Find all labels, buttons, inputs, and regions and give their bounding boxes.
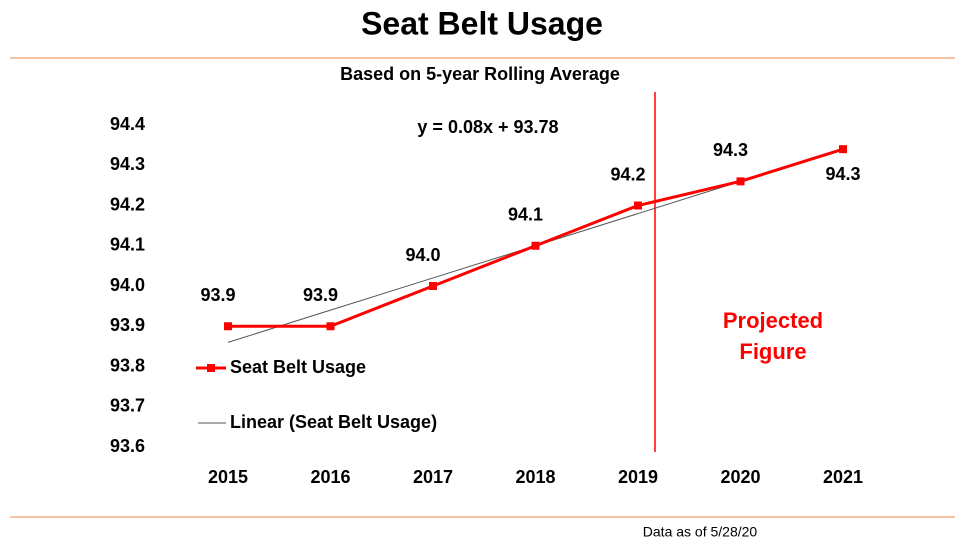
y-tick-label: 94.2 bbox=[110, 194, 145, 214]
x-tick-label: 2018 bbox=[515, 467, 555, 487]
point-marker bbox=[429, 282, 437, 290]
data-label: 94.2 bbox=[610, 164, 645, 184]
x-tick-label: 2019 bbox=[618, 467, 658, 487]
equation: y = 0.08x + 93.78 bbox=[417, 117, 558, 137]
point-marker bbox=[634, 201, 642, 210]
x-tick-label: 2020 bbox=[720, 467, 760, 487]
footnote: Data as of 5/28/20 bbox=[643, 524, 758, 540]
point-marker bbox=[736, 177, 745, 186]
subtitle: Based on 5-year Rolling Average bbox=[340, 64, 620, 84]
legend-label: Seat Belt Usage bbox=[230, 357, 366, 377]
point-marker bbox=[839, 145, 847, 154]
data-label: 94.0 bbox=[405, 245, 440, 265]
projection-note: Projected bbox=[723, 308, 823, 333]
y-tick-label: 93.8 bbox=[110, 355, 145, 375]
data-label: 94.3 bbox=[825, 164, 860, 184]
data-label: 93.9 bbox=[303, 285, 338, 305]
legend-label: Linear (Seat Belt Usage) bbox=[230, 412, 437, 432]
y-tick-label: 94.1 bbox=[110, 235, 145, 255]
y-tick-label: 94.4 bbox=[110, 114, 145, 134]
legend-marker bbox=[207, 364, 215, 372]
data-label: 93.9 bbox=[200, 285, 235, 305]
point-marker bbox=[326, 322, 335, 331]
point-marker bbox=[531, 241, 540, 250]
y-tick-label: 93.7 bbox=[110, 396, 145, 416]
data-label: 94.1 bbox=[508, 205, 543, 225]
data-label: 94.3 bbox=[713, 140, 748, 160]
point-marker bbox=[224, 322, 232, 331]
x-tick-label: 2017 bbox=[413, 467, 453, 487]
x-tick-label: 2015 bbox=[208, 467, 248, 487]
y-tick-label: 93.9 bbox=[110, 315, 145, 335]
y-tick-label: 94.3 bbox=[110, 154, 145, 174]
y-tick-label: 93.6 bbox=[110, 436, 145, 456]
x-tick-label: 2016 bbox=[310, 467, 350, 487]
chart-title: Seat Belt Usage bbox=[361, 5, 603, 41]
x-tick-label: 2021 bbox=[823, 467, 863, 487]
y-tick-label: 94.0 bbox=[110, 275, 145, 295]
projection-note: Figure bbox=[739, 339, 806, 364]
